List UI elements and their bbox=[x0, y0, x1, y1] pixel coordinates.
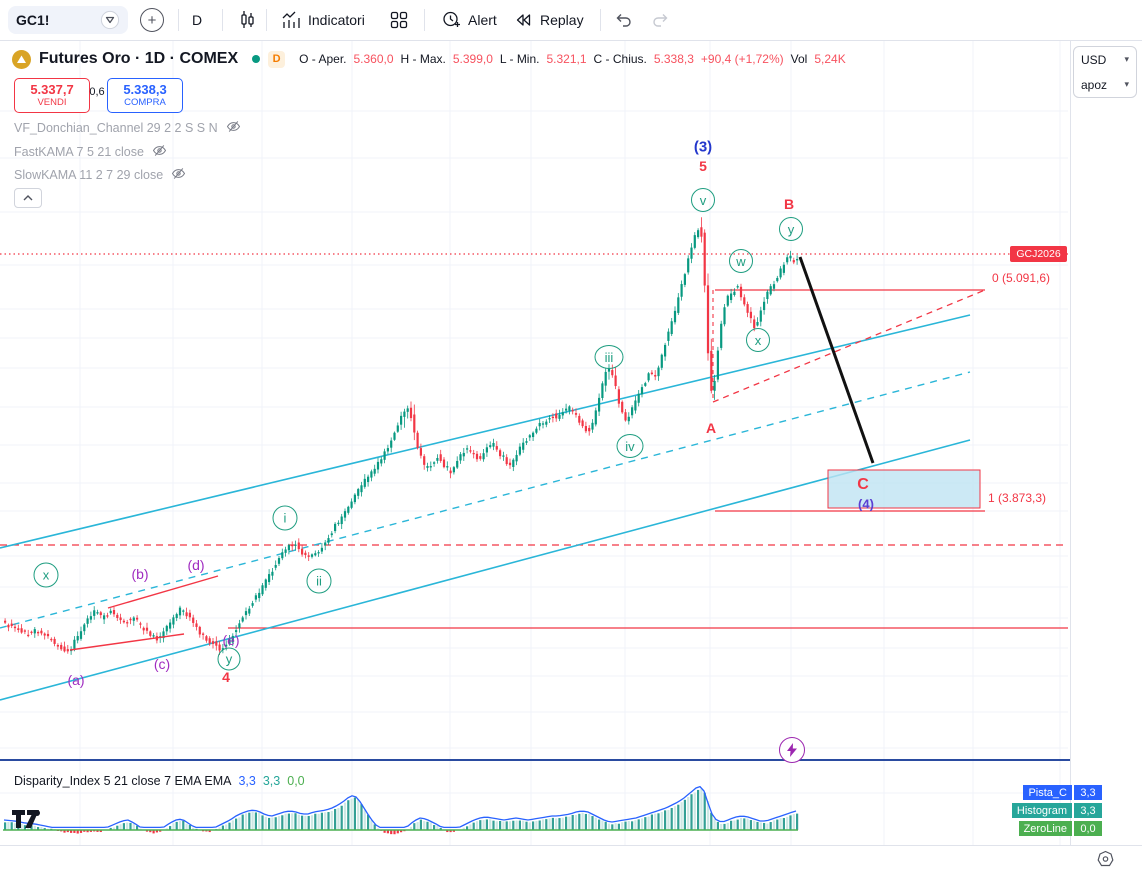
contract-price-flag: GCJ2026 bbox=[1010, 246, 1067, 262]
alert-button[interactable]: Alert bbox=[440, 0, 497, 40]
wave-label-B[interactable]: B bbox=[784, 196, 794, 212]
chart-properties-icon[interactable] bbox=[1096, 850, 1115, 874]
change-value: +90,4 (+1,72%) bbox=[701, 52, 784, 66]
redo-button[interactable] bbox=[650, 0, 672, 40]
chart-style-button[interactable] bbox=[236, 0, 258, 40]
plot-label-zeroline: ZeroLine 0,0 bbox=[1019, 821, 1102, 836]
indicator-title: SlowKAMA 11 2 7 29 close bbox=[14, 168, 163, 182]
scale-mode-label: apoz bbox=[1081, 78, 1107, 92]
indicator-row-donchian[interactable]: VF_Donchian_Channel 29 2 2 S S N bbox=[14, 118, 241, 138]
chart-title: Futures Oro · 1D · COMEX bbox=[39, 50, 238, 68]
tradingview-logo[interactable] bbox=[12, 810, 50, 835]
time-axis[interactable] bbox=[0, 845, 1142, 874]
alert-label: Alert bbox=[468, 12, 497, 28]
layout-grid-icon bbox=[388, 9, 410, 31]
undo-button[interactable] bbox=[612, 0, 634, 40]
plus-icon: + bbox=[140, 8, 164, 32]
compare-add-button[interactable]: + bbox=[140, 0, 164, 40]
wave-label-3[interactable]: (3) bbox=[694, 139, 712, 156]
wave-label-x[interactable]: x bbox=[746, 328, 770, 352]
wave-label-e[interactable]: (e) bbox=[222, 632, 239, 648]
indicator-title: Disparity_Index 5 21 close 7 EMA EMA bbox=[14, 774, 231, 788]
sell-label: VENDI bbox=[37, 98, 66, 109]
collapse-legend-button[interactable] bbox=[14, 188, 42, 208]
wave-label-d[interactable]: (d) bbox=[187, 557, 204, 573]
replay-label: Replay bbox=[540, 12, 584, 28]
wave-label-5[interactable]: 5 bbox=[699, 158, 707, 174]
indicators-icon bbox=[280, 9, 302, 31]
spread-value: 0,6 bbox=[88, 86, 106, 98]
currency-label: USD bbox=[1081, 53, 1106, 67]
wave-label-iii[interactable]: iii bbox=[595, 345, 624, 369]
wave-label-4[interactable]: 4 bbox=[222, 669, 230, 685]
candles-icon bbox=[236, 9, 258, 31]
wave-label-y[interactable]: y bbox=[779, 217, 803, 241]
symbol-flag-icon[interactable] bbox=[100, 10, 120, 30]
sell-button[interactable]: 5.337,7 VENDI bbox=[14, 78, 90, 113]
chevron-down-icon: ▾ bbox=[1124, 54, 1129, 65]
scale-mode-selector[interactable]: apoz ▾ bbox=[1074, 72, 1136, 97]
gold-symbol-icon bbox=[12, 50, 31, 69]
eye-hidden-icon[interactable] bbox=[171, 166, 186, 184]
indicator-row-fastkama[interactable]: FastKAMA 7 5 21 close bbox=[14, 142, 167, 162]
symbol-search-box[interactable]: GC1! bbox=[8, 6, 128, 34]
interval-button[interactable]: D bbox=[192, 0, 202, 40]
lightning-icon[interactable] bbox=[779, 737, 805, 763]
wave-label-b[interactable]: (b) bbox=[131, 566, 148, 582]
price-axis[interactable] bbox=[1070, 41, 1142, 845]
symbol-name: GC1! bbox=[16, 12, 49, 28]
wave-label-4[interactable]: (4) bbox=[858, 497, 874, 512]
wave-label-w[interactable]: w bbox=[729, 249, 753, 273]
chart-legend-header[interactable]: Futures Oro · 1D · COMEX D O - Aper.5.36… bbox=[12, 47, 846, 71]
top-toolbar: GC1! + D Indicatori bbox=[0, 0, 1142, 41]
eye-hidden-icon[interactable] bbox=[226, 119, 241, 137]
indicators-button[interactable]: Indicatori bbox=[280, 0, 365, 40]
interval-label: D bbox=[192, 12, 202, 28]
delayed-data-badge: D bbox=[268, 51, 285, 68]
volume-value: 5,24K bbox=[814, 52, 845, 66]
wave-label-iv[interactable]: iv bbox=[617, 434, 644, 458]
wave-label-c[interactable]: (c) bbox=[154, 656, 170, 672]
pista-value: 3,3 bbox=[238, 774, 255, 788]
fib-level-1: 1 (3.873,3) bbox=[988, 491, 1046, 505]
zeroline-value: 0,0 bbox=[287, 774, 304, 788]
plot-label-histogram: Histogram 3,3 bbox=[1012, 803, 1102, 818]
wave-label-i[interactable]: i bbox=[273, 506, 298, 531]
plot-label-pista: Pista_C 3,3 bbox=[1023, 785, 1102, 800]
indicators-label: Indicatori bbox=[308, 12, 365, 28]
alert-clock-icon bbox=[440, 9, 462, 31]
replay-icon bbox=[512, 9, 534, 31]
sell-price: 5.337,7 bbox=[30, 83, 73, 98]
indicator-title: VF_Donchian_Channel 29 2 2 S S N bbox=[14, 121, 218, 135]
ohlc-values: O - Aper.5.360,0 H - Max.5.399,0 L - Min… bbox=[299, 52, 846, 66]
indicator-title: FastKAMA 7 5 21 close bbox=[14, 145, 144, 159]
wave-label-v[interactable]: v bbox=[691, 188, 715, 212]
fib-level-0: 0 (5.091,6) bbox=[992, 271, 1050, 285]
layout-grid-button[interactable] bbox=[388, 0, 410, 40]
wave-label-ii[interactable]: ii bbox=[307, 569, 332, 594]
buy-price: 5.338,3 bbox=[123, 83, 166, 98]
buy-button[interactable]: 5.338,3 COMPRA bbox=[107, 78, 183, 113]
wave-label-C[interactable]: C bbox=[857, 476, 869, 494]
bottom-panel-legend[interactable]: Disparity_Index 5 21 close 7 EMA EMA 3,3… bbox=[14, 772, 305, 790]
histogram-value: 3,3 bbox=[263, 774, 280, 788]
wave-label-x[interactable]: x bbox=[34, 563, 59, 588]
replay-button[interactable]: Replay bbox=[512, 0, 584, 40]
eye-hidden-icon[interactable] bbox=[152, 143, 167, 161]
buy-label: COMPRA bbox=[124, 98, 166, 109]
wave-label-y[interactable]: y bbox=[218, 648, 241, 671]
wave-label-A[interactable]: A bbox=[706, 420, 716, 436]
market-open-dot-icon bbox=[252, 55, 260, 63]
price-scale-settings: USD ▾ apoz ▾ bbox=[1073, 46, 1137, 98]
chevron-down-icon: ▾ bbox=[1124, 79, 1129, 90]
indicator-row-slowkama[interactable]: SlowKAMA 11 2 7 29 close bbox=[14, 165, 186, 185]
wave-label-a[interactable]: (a) bbox=[67, 672, 84, 688]
currency-selector[interactable]: USD ▾ bbox=[1074, 47, 1136, 72]
